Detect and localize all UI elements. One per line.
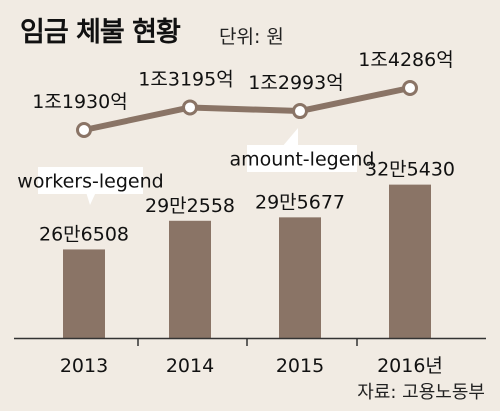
bar-label-2013: 26만6508: [39, 223, 129, 245]
unit-label: 단위: 원: [219, 26, 284, 48]
amount-point-2014: [182, 99, 198, 116]
source-note: 자료: 고용노동부: [357, 382, 485, 403]
amount-line: [83, 85, 411, 133]
bar-label-2016: 32만5430: [365, 159, 455, 181]
bar-2015: [279, 217, 321, 338]
x-tick-label-2014: 2014: [166, 355, 214, 377]
undefined-pointer: [282, 128, 298, 147]
bar-label-2014: 29만2558: [145, 195, 235, 217]
bar-2016: [389, 184, 431, 338]
x-tick-label-2015: 2015: [276, 355, 324, 377]
chart-title: 임금 체불 현황: [20, 17, 181, 48]
undefined-box: [247, 145, 357, 172]
amount-label-2014: 1조3195억: [138, 68, 233, 90]
bar-2014: [169, 220, 211, 338]
x-tick-label-2013: 2013: [60, 355, 108, 377]
bar-2013: [63, 249, 105, 338]
amount-point-2013: [76, 122, 92, 138]
amount-label-2013: 1조1930억: [32, 91, 127, 113]
amount-point-2016: [402, 80, 418, 96]
amount-label-2015: 1조2993억: [248, 72, 343, 94]
amount-point-2015: [292, 103, 308, 120]
x-tick-label-2016: 2016년: [377, 355, 443, 377]
undefined-pointer: [86, 192, 96, 205]
undefined-label: workers-legend: [17, 171, 163, 193]
bar-label-2015: 29만5677: [255, 191, 345, 213]
amount-label-2016: 1조4286억: [358, 49, 453, 71]
undefined-label: amount-legend: [230, 149, 375, 171]
undefined-box: [38, 167, 143, 194]
